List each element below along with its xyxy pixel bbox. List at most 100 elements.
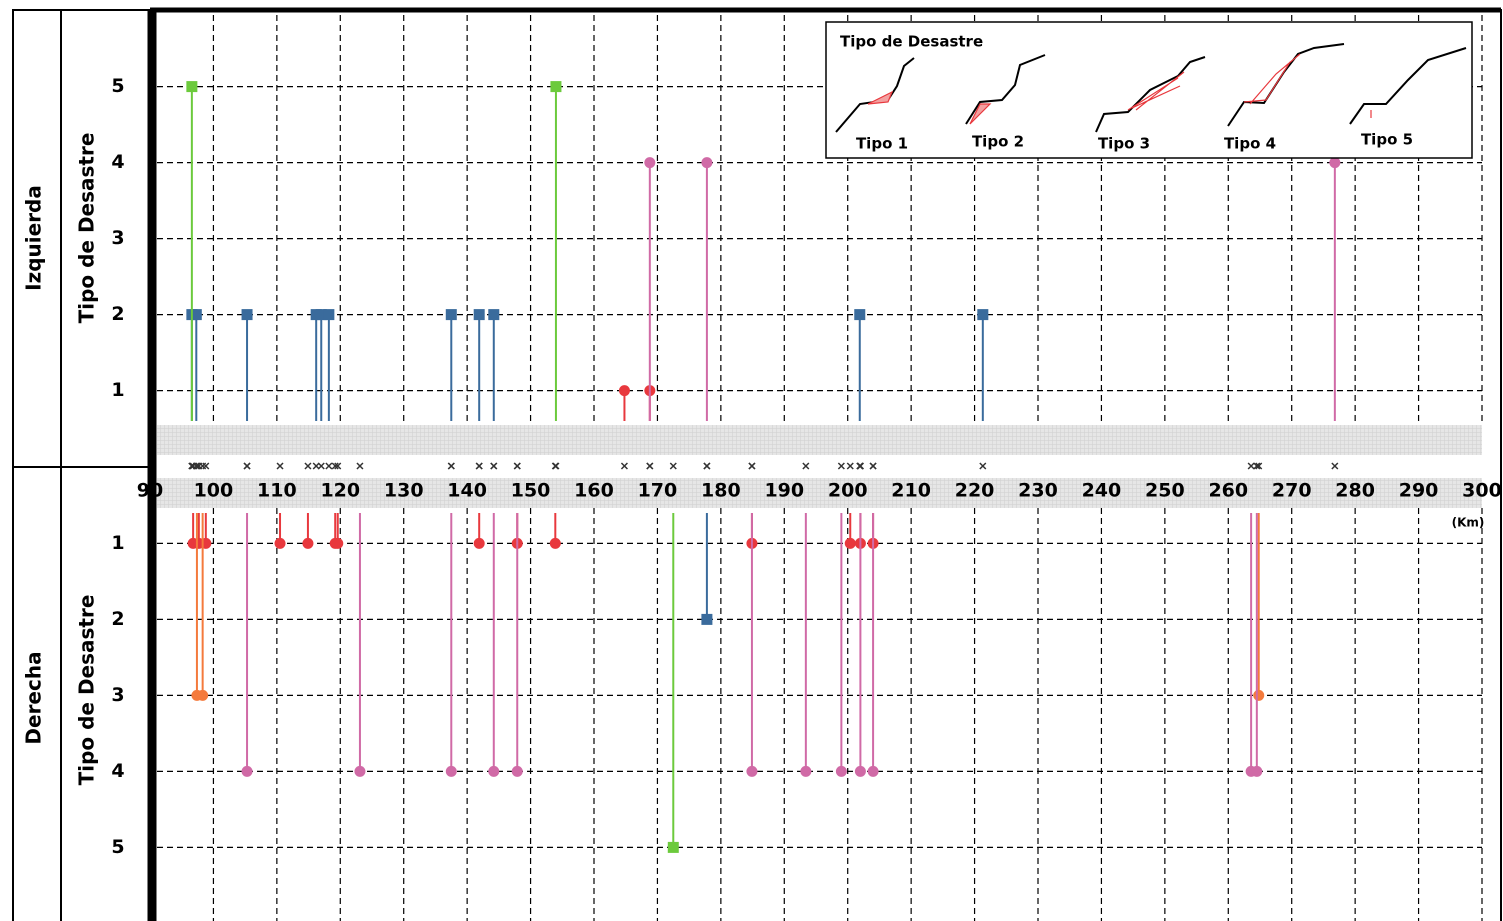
location-mark: [749, 463, 755, 469]
x-tick-label: 150: [511, 480, 551, 502]
marker: [800, 766, 811, 777]
marker: [977, 309, 988, 320]
marker: [845, 538, 856, 549]
marker: [488, 766, 499, 777]
x-tick-label: 160: [574, 480, 614, 502]
location-mark: [277, 463, 283, 469]
y-tick-label: 2: [111, 303, 124, 325]
x-tick-label: 270: [1272, 480, 1312, 502]
marker: [855, 766, 866, 777]
x-tick-label: 260: [1208, 480, 1248, 502]
location-mark: [1332, 463, 1338, 469]
panel-title: Derecha: [22, 651, 46, 744]
location-mark: [647, 463, 653, 469]
x-tick-label: 300: [1462, 480, 1502, 502]
x-axis-label: (Km): [1452, 516, 1485, 530]
x-tick-label: 190: [764, 480, 804, 502]
marker: [197, 690, 208, 701]
marker: [302, 538, 313, 549]
marker: [668, 842, 679, 853]
location-mark: [980, 463, 986, 469]
marker: [854, 309, 865, 320]
location-mark: [803, 463, 809, 469]
marker: [446, 309, 457, 320]
marker: [550, 81, 561, 92]
legend-label: Tipo 4: [1224, 135, 1276, 153]
marker: [644, 157, 655, 168]
marker: [242, 766, 253, 777]
x-tick-label: 120: [320, 480, 360, 502]
x-tick-label: 230: [1018, 480, 1058, 502]
y-tick-label: 1: [111, 379, 124, 401]
marker: [619, 385, 630, 396]
y-tick-label: 3: [111, 227, 124, 249]
legend-title: Tipo de Desastre: [840, 33, 983, 51]
marker: [354, 766, 365, 777]
legend-label: Tipo 5: [1361, 131, 1413, 149]
marker: [836, 766, 847, 777]
location-mark: [476, 463, 482, 469]
location-mark: [357, 463, 363, 469]
marker: [1251, 766, 1262, 777]
chart: 1234512345901001101201301401501601701801…: [0, 0, 1503, 921]
y-axis-label: Tipo de Desastre: [75, 595, 99, 786]
y-axis-label: Tipo de Desastre: [75, 133, 99, 324]
location-mark: [704, 463, 710, 469]
x-tick-label: 180: [701, 480, 741, 502]
marker: [868, 766, 879, 777]
marks: [186, 81, 1340, 853]
marker: [474, 309, 485, 320]
location-mark: [870, 463, 876, 469]
marker: [186, 81, 197, 92]
location-mark: [552, 463, 558, 469]
legend-label: Tipo 1: [856, 135, 908, 153]
marker: [701, 614, 712, 625]
marker: [550, 538, 561, 549]
y-tick-label: 4: [111, 151, 124, 173]
location-mark: [244, 463, 250, 469]
x-tick-label: 140: [447, 480, 487, 502]
x-tick-label: 240: [1082, 480, 1122, 502]
y-tick-label: 4: [111, 760, 124, 782]
marker: [446, 766, 457, 777]
marker: [746, 766, 757, 777]
marker: [323, 309, 334, 320]
location-mark: [200, 463, 206, 469]
legend-label: Tipo 2: [972, 133, 1024, 151]
y-tick-label: 1: [111, 532, 124, 554]
location-mark: [448, 463, 454, 469]
x-tick-label: 220: [955, 480, 995, 502]
marker: [512, 766, 523, 777]
y-tick-label: 5: [111, 75, 124, 97]
location-mark: [1248, 463, 1254, 469]
marker: [488, 309, 499, 320]
x-tick-label: 200: [828, 480, 868, 502]
x-tick-label: 250: [1145, 480, 1185, 502]
x-tick-label: 170: [638, 480, 678, 502]
x-tick-label: 130: [384, 480, 424, 502]
panel-title: Izquierda: [22, 185, 46, 291]
marker: [275, 538, 286, 549]
location-mark: [318, 463, 324, 469]
road-band: [157, 425, 1482, 455]
y-tick-label: 5: [111, 836, 124, 858]
x-tick-label: 210: [891, 480, 931, 502]
marker: [701, 157, 712, 168]
y-tick-label: 3: [111, 684, 124, 706]
legend-label: Tipo 3: [1098, 135, 1150, 153]
marker: [474, 538, 485, 549]
location-mark: [857, 463, 863, 469]
location-mark: [670, 463, 676, 469]
x-tick-label: 280: [1335, 480, 1375, 502]
marker: [332, 538, 343, 549]
location-mark: [326, 463, 332, 469]
legend: Tipo de Desastre Tipo 1 Tipo 2 Tipo 3 Ti…: [826, 22, 1472, 158]
location-mark: [491, 463, 497, 469]
location-mark: [305, 463, 311, 469]
location-mark: [514, 463, 520, 469]
x-tick-label: 100: [194, 480, 234, 502]
location-mark: [847, 463, 853, 469]
x-tick-label: 290: [1399, 480, 1439, 502]
y-tick-label: 2: [111, 608, 124, 630]
location-mark: [838, 463, 844, 469]
